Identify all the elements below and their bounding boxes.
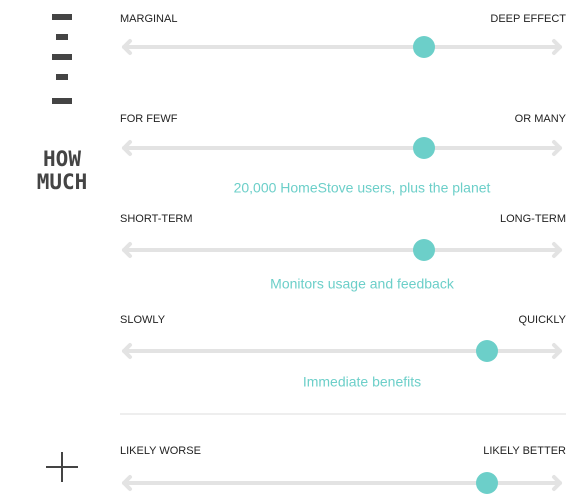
icon-plus (46, 452, 78, 482)
slider-arrow-left (122, 475, 132, 491)
slider-right-label: OR MANY (515, 113, 566, 125)
slider-right-label: DEEP EFFECT (490, 13, 566, 25)
slider-caption: 20,000 HomeStove users, plus the planet (234, 180, 491, 196)
slider-arrow-right (552, 343, 562, 359)
slider-knob (413, 239, 435, 261)
slider-arrow-right (552, 140, 562, 156)
slider-arrow-left (122, 242, 132, 258)
icon-label: MUCH (37, 170, 88, 194)
slider-left-label: FOR FEWF (120, 113, 178, 125)
slider-caption: Immediate benefits (303, 374, 421, 390)
slider-right-label: QUICKLY (519, 314, 566, 326)
slider-knob (476, 472, 498, 494)
slider-arrow-right (552, 242, 562, 258)
icon-levels (52, 14, 72, 104)
slider-knob (413, 137, 435, 159)
slider-arrow-right (552, 39, 562, 55)
slider-caption: Monitors usage and feedback (270, 276, 455, 292)
slider-left-label: SLOWLY (120, 314, 166, 326)
slider-right-label: LONG-TERM (500, 213, 566, 225)
icon-label: HOW (43, 147, 81, 171)
slider-knob (413, 36, 435, 58)
slider-left-label: LIKELY WORSE (120, 445, 201, 457)
slider-arrow-left (122, 343, 132, 359)
slider-knob (476, 340, 498, 362)
slider-left-label: SHORT-TERM (120, 213, 193, 225)
slider-left-label: MARGINAL (120, 13, 177, 25)
slider-arrow-right (552, 475, 562, 491)
slider-right-label: LIKELY BETTER (483, 445, 566, 457)
slider-arrow-left (122, 140, 132, 156)
slider-arrow-left (122, 39, 132, 55)
